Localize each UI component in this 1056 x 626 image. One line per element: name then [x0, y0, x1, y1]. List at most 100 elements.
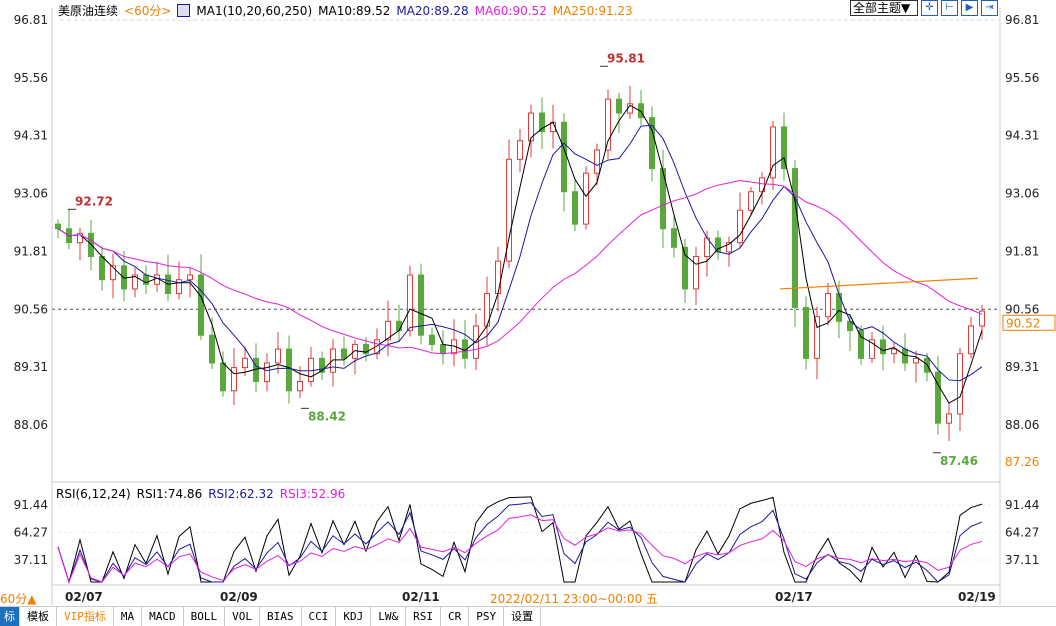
extreme-label: 88.42 — [308, 409, 346, 423]
x-tick-label: 02/19 — [958, 590, 996, 604]
price-tick-right: 93.06 — [1005, 187, 1039, 201]
candle-body — [781, 126, 787, 170]
candle-body — [473, 325, 479, 359]
last-price-label: 90.52 — [1006, 316, 1040, 330]
candle-body — [209, 334, 215, 364]
tab-10[interactable]: LW& — [371, 607, 407, 626]
last-price-box — [1002, 314, 1056, 331]
candle-body — [869, 339, 875, 359]
price-chart[interactable]: 96.81 96.81 95.56 95.56 94.31 94.31 93.06 93.06… — [0, 0, 1056, 606]
tab-9[interactable]: KDJ — [336, 607, 372, 626]
ma20-value: MA20:89.28 — [396, 3, 469, 18]
price-tick-left: 93.06 — [14, 187, 48, 201]
period-label[interactable]: <60分> — [124, 4, 172, 18]
price-tick-right: 89.31 — [1005, 360, 1039, 374]
candle-body — [242, 357, 248, 369]
extreme-label: 87.46 — [940, 454, 978, 468]
tab-4[interactable]: MACD — [142, 607, 184, 626]
candle-body — [407, 274, 413, 332]
candle-body — [506, 158, 512, 262]
range-icon[interactable]: ⊢ — [941, 0, 958, 16]
candle-body — [759, 177, 765, 193]
tab-8[interactable]: CCI — [302, 607, 337, 626]
ma60-value: MA60:90.52 — [474, 3, 547, 18]
candle-body — [517, 140, 523, 160]
rsi-label[interactable]: RSI(6,12,24) — [56, 487, 131, 501]
crosshair-icon[interactable]: ✛ — [921, 0, 938, 16]
tab-6[interactable]: VOL — [225, 607, 260, 626]
candle-body — [660, 168, 666, 230]
theme-dropdown[interactable]: 全部主题▼ — [850, 0, 918, 16]
rsi-tick-left: 91.44 — [14, 498, 48, 512]
candle-body — [528, 112, 534, 142]
tab-1[interactable]: 模板 — [20, 607, 57, 626]
candle-body — [198, 274, 204, 336]
exit-icon[interactable]: ⇥ — [981, 0, 998, 16]
candle-body — [594, 149, 600, 174]
indicator-icon[interactable] — [177, 4, 191, 17]
tab-2[interactable]: VIP指标 — [57, 607, 114, 626]
candle-body — [132, 274, 138, 290]
candle-body — [825, 293, 831, 318]
rsi-tick-right: 37.11 — [1005, 553, 1039, 567]
rsi1-line — [57, 496, 983, 584]
x-tick-label: 02/11 — [402, 590, 440, 604]
ma10-line — [57, 104, 983, 404]
candle-body — [605, 98, 611, 151]
price-axis-bottom: 87.26 — [1005, 455, 1039, 469]
rsi-tick-right: 91.44 — [1005, 498, 1039, 512]
candle-body — [440, 343, 446, 355]
symbol-name: 美原油连续 — [58, 4, 119, 18]
price-tick-left: 88.06 — [14, 418, 48, 432]
candle-body — [220, 362, 226, 392]
price-tick-right: 88.06 — [1005, 418, 1039, 432]
candle-body — [737, 209, 743, 244]
candle-body — [121, 265, 127, 290]
rsi2-line — [57, 502, 983, 584]
candle-body — [264, 362, 270, 382]
candle-body — [308, 357, 314, 382]
rsi-tick-left: 64.27 — [14, 526, 48, 540]
play-icon[interactable]: ▶ — [961, 0, 978, 16]
candle-body — [561, 121, 567, 193]
candle-body — [330, 348, 336, 373]
rsi2-value: RSI2:62.32 — [208, 487, 274, 501]
period-selector[interactable]: 60分▲ — [0, 592, 37, 606]
candle-body — [275, 348, 281, 364]
candle-body — [55, 223, 61, 230]
candle-body — [539, 112, 545, 133]
candle-body — [495, 260, 501, 295]
tab-12[interactable]: CR — [441, 607, 470, 626]
candle-body — [693, 256, 699, 290]
candle-body — [88, 232, 94, 258]
candle-body — [638, 103, 644, 119]
tab-11[interactable]: RSI — [406, 607, 441, 626]
candle-body — [77, 232, 83, 244]
tab-14[interactable]: 设置 — [504, 607, 542, 626]
candle-body — [616, 98, 622, 114]
candle-body — [671, 228, 677, 248]
x-tick-label: 02/17 — [775, 590, 813, 604]
candle-body — [968, 325, 974, 355]
tab-5[interactable]: BOLL — [184, 607, 226, 626]
indicator-name[interactable]: MA1(10,20,60,250) — [196, 3, 313, 18]
tab-0[interactable]: 标 — [0, 607, 20, 626]
candle-body — [396, 320, 402, 332]
candle-body — [176, 279, 182, 295]
price-tick-right: 94.31 — [1005, 129, 1039, 143]
price-tick-right: 95.56 — [1005, 71, 1039, 85]
tab-7[interactable]: BIAS — [260, 607, 302, 626]
tab-13[interactable]: PSY — [469, 607, 505, 626]
candle-body — [770, 126, 776, 179]
candle-body — [341, 348, 347, 359]
crosshair-time: 2022/02/11 23:00~00:00 五 — [490, 592, 659, 606]
price-tick-left: 89.31 — [14, 360, 48, 374]
candle-body — [583, 172, 589, 225]
candle-body — [363, 343, 369, 355]
candle-body — [352, 343, 358, 359]
candle-body — [726, 242, 732, 253]
tab-3[interactable]: MA — [114, 607, 143, 626]
candle-body — [110, 265, 116, 281]
rsi-header: RSI(6,12,24) RSI1:74.86 RSI2:62.32 RSI3:… — [56, 487, 345, 501]
price-tick-left: 90.56 — [14, 302, 48, 316]
